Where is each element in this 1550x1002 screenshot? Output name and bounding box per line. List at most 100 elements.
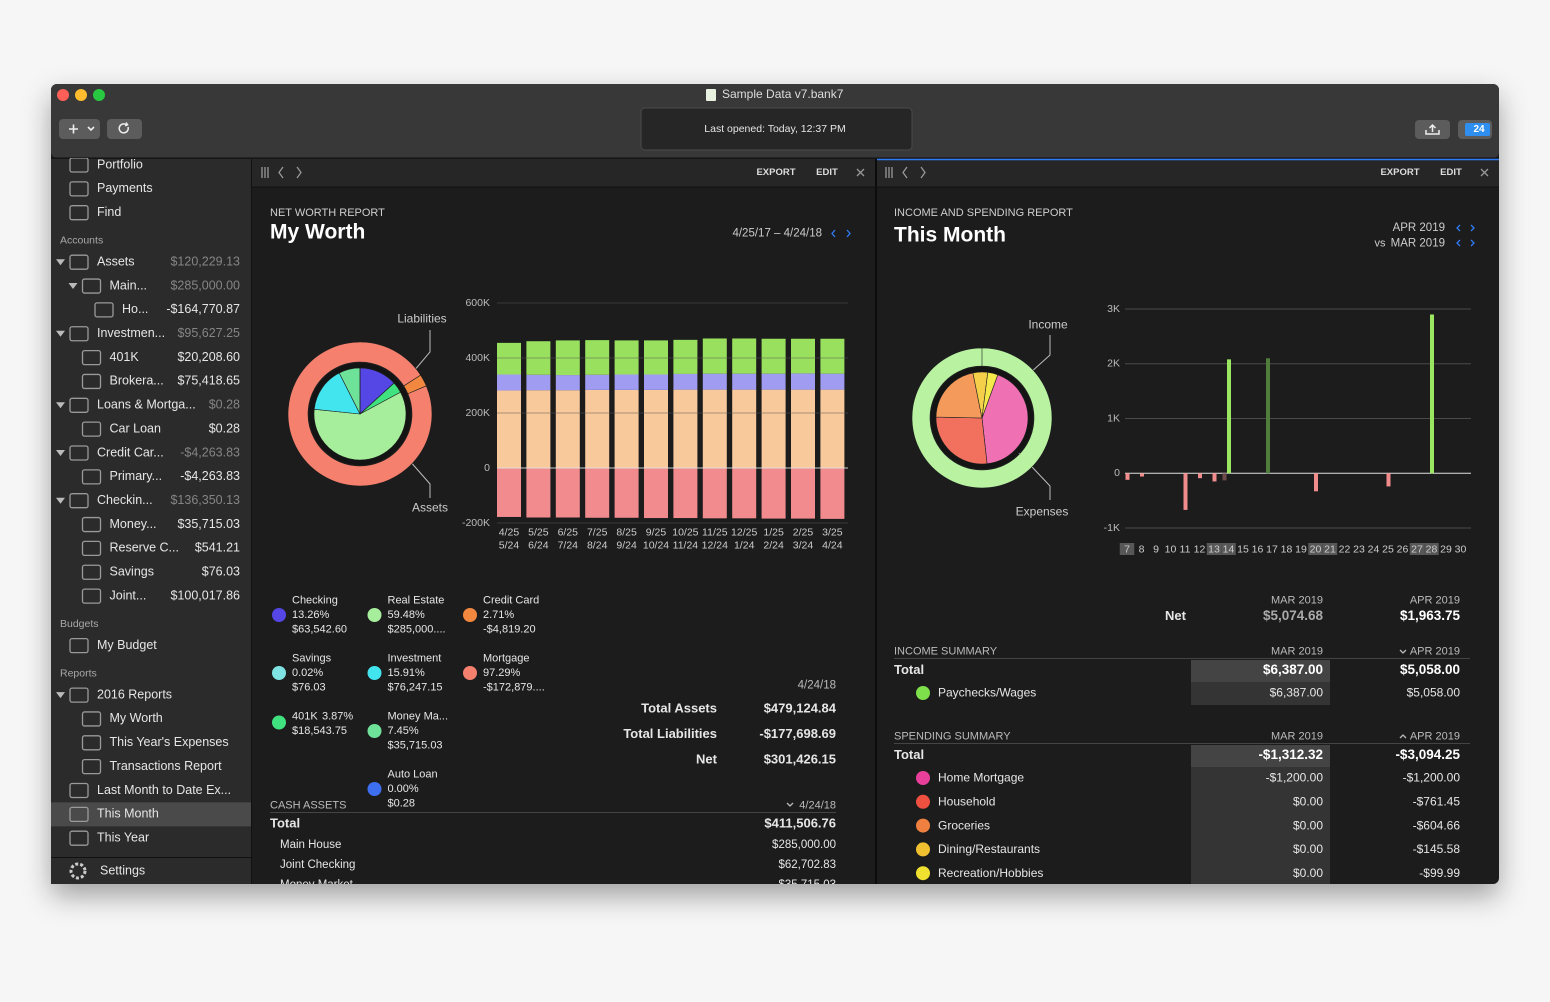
x-tick-label: 7/25 (587, 526, 608, 538)
legend-name: Real Estate (388, 594, 445, 606)
category-swatch (916, 794, 930, 809)
legend-name: Credit Card (483, 594, 539, 606)
sidebar-list: Portfolio Payments Find Accounts Assets $120,… (51, 157, 251, 846)
sidebar-item[interactable]: Loans & Mortga... $0.28 (97, 398, 240, 412)
x-tick-label: 20 (1310, 543, 1322, 555)
sidebar-item[interactable]: 2016 Reports (97, 687, 172, 701)
sidebar-item[interactable]: Joint... $100,017.86 (110, 588, 241, 602)
sidebar-item[interactable]: Find (97, 205, 121, 219)
legend-percent: 59.48% (388, 609, 426, 621)
section-heading: CASH ASSETS (270, 799, 346, 811)
y-tick-label: 0 (1114, 467, 1120, 479)
toolbar-button[interactable]: EXPORT (1380, 167, 1419, 178)
sidebar-item[interactable]: Reserve C... $541.21 (110, 541, 241, 555)
sidebar-item[interactable]: My Budget (97, 638, 157, 652)
bar (1212, 473, 1217, 482)
sidebar-item[interactable]: Transactions Report (110, 759, 223, 773)
sidebar-item[interactable]: This Year's Expenses (110, 735, 229, 749)
y-tick-label: 600K (465, 297, 490, 309)
add-button[interactable] (59, 119, 100, 139)
weekend-shade (1409, 543, 1425, 555)
sidebar-item[interactable]: 401K $20,208.60 (110, 350, 241, 364)
sidebar-item[interactable]: Last Month to Date Ex... (97, 783, 231, 797)
refresh-button[interactable] (107, 119, 142, 139)
minimize-button[interactable] (75, 89, 87, 101)
report-kind: INCOME AND SPENDING REPORT (894, 207, 1073, 219)
zoom-button[interactable] (93, 89, 105, 101)
bar-segment (614, 468, 639, 518)
sidebar-item[interactable]: Car Loan $0.28 (110, 421, 241, 435)
sidebar-item[interactable]: Brokera... $75,418.65 (110, 374, 241, 388)
legend-percent: 97.29% (483, 667, 521, 679)
liability-ring-segment (287, 341, 433, 487)
section-heading: INCOME SUMMARY (894, 645, 998, 657)
sidebar-item[interactable]: This Month (97, 807, 159, 821)
legend-swatch (463, 608, 477, 622)
bar (1183, 473, 1188, 510)
sidebar-item[interactable]: Money... $35,715.03 (110, 517, 241, 531)
bar-segment (497, 374, 521, 391)
weekend-shade (1119, 543, 1135, 555)
row-label: Dining/Restaurants (938, 842, 1040, 856)
sidebar-item[interactable]: Payments (97, 181, 153, 195)
period: APR 2019 (1393, 222, 1445, 234)
sidebar-heading: Accounts (60, 234, 103, 246)
bar-segment (702, 373, 727, 390)
sidebar-item[interactable]: This Year (97, 830, 149, 844)
sidebar-item-label: Main... (110, 278, 148, 292)
left-panel-controls[interactable] (261, 166, 865, 179)
sidebar-item[interactable]: My Worth (110, 711, 163, 725)
right-panel-controls[interactable] (885, 166, 1489, 179)
bar-segment (526, 374, 551, 391)
toolbar-button[interactable]: EDIT (816, 167, 838, 178)
row-amount: $35,715.03 (778, 879, 836, 891)
x-tick-label: 15 (1237, 543, 1249, 555)
settings-icon (69, 862, 87, 880)
sidebar-item[interactable]: Checkin... $136,350.13 (97, 493, 240, 507)
x-tick-label: 9 (1153, 543, 1159, 555)
sidebar-item[interactable]: Credit Car... -$4,263.83 (97, 445, 240, 459)
legend-swatch (367, 666, 382, 680)
sidebar-item[interactable]: Portfolio (97, 157, 143, 171)
row-label: Recreation/Hobbies (938, 866, 1043, 880)
x-tick-label: 30 (1455, 543, 1467, 555)
section-heading: SPENDING SUMMARY (894, 730, 1011, 742)
sidebar-heading: Budgets (60, 618, 99, 630)
sidebar-item[interactable]: Savings $76.03 (110, 565, 241, 579)
sidebar-item[interactable]: Primary... -$4,263.83 (110, 469, 241, 483)
date-navigation[interactable] (831, 224, 1475, 247)
item-icon (69, 806, 89, 822)
toolbar-button[interactable]: EXPORT (756, 167, 795, 178)
y-tick-label: -200K (462, 517, 490, 529)
sidebar-item-amount: $35,715.03 (177, 517, 240, 531)
y-tick-label: 3K (1107, 303, 1120, 315)
row-label: Home Mortgage (938, 771, 1024, 785)
sidebar-item-label: Checkin... (97, 493, 153, 507)
sidebar-item[interactable]: Assets $120,229.13 (97, 254, 240, 268)
row-label: Paychecks/Wages (938, 686, 1036, 700)
legend-amount: $63,542.60 (292, 623, 347, 635)
sidebar-item-amount: $0.28 (209, 398, 240, 412)
bar-segment (791, 338, 815, 374)
donut-label: Expenses (1016, 505, 1069, 519)
weekend-shade (1221, 543, 1236, 555)
x-tick-label: 26 (1397, 543, 1409, 555)
bar-segment (673, 339, 698, 374)
x-tick-label: 5/25 (528, 526, 549, 538)
x-tick-label: 10/25 (672, 526, 698, 538)
toolbar-button[interactable]: EDIT (1440, 167, 1462, 178)
vs-label: vs (1375, 237, 1387, 249)
bar-segment (614, 374, 639, 390)
bar-segment (761, 373, 786, 390)
sidebar-item[interactable]: Investmen... $95,627.25 (97, 326, 240, 340)
sidebar-item[interactable]: Main... $285,000.00 (110, 278, 241, 292)
totals-amount: $301,426.15 (764, 751, 836, 766)
sidebar-item-label: My Worth (110, 711, 163, 725)
close-button[interactable] (57, 89, 69, 101)
bar-segment (526, 390, 551, 468)
category-swatch (916, 771, 930, 785)
legend-swatch (463, 666, 477, 680)
sort-chevrons[interactable] (786, 649, 1407, 807)
sidebar-item[interactable]: Ho... -$164,770.87 (122, 302, 240, 316)
y-tick-label: 200K (465, 407, 490, 419)
